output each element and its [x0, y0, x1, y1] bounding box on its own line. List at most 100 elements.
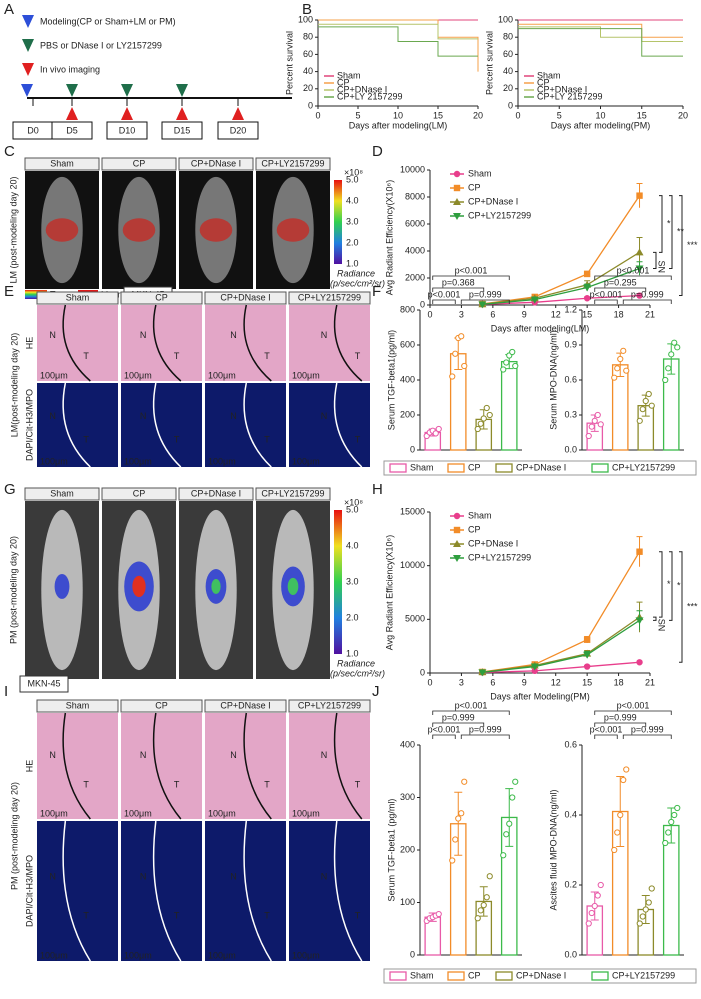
- legend-text: CP: [468, 970, 481, 980]
- y-tick-label: 0.4: [564, 809, 577, 819]
- data-point: [500, 366, 507, 373]
- y-tick-label: 200: [400, 409, 415, 419]
- y-tick-label: 400: [400, 374, 415, 384]
- y-tick-label: 80: [503, 32, 513, 42]
- day-box: [106, 121, 148, 140]
- he-tile: [205, 713, 286, 819]
- x-tick-label: 0: [427, 309, 432, 319]
- data-point: [668, 351, 675, 358]
- p-bracket: [594, 299, 618, 304]
- legend-frame: [383, 460, 697, 476]
- side-label: PM (post-modeling day 20): [9, 782, 19, 890]
- y-tick-label: 2000: [405, 272, 425, 282]
- data-point: [449, 373, 456, 380]
- panel-label: G: [4, 481, 16, 498]
- data-point: [474, 915, 481, 922]
- y-axis-title: Serum MPO-DNA(ng/ml): [548, 330, 558, 430]
- row-label: DAPI/Cit-H3/MPO: [24, 855, 34, 927]
- legend-text: CP: [537, 77, 550, 87]
- boundary: [333, 304, 363, 382]
- column-header: [24, 487, 100, 501]
- column-header: [204, 291, 287, 305]
- region-label: N: [321, 750, 328, 760]
- marker: [453, 526, 461, 534]
- data-point: [480, 902, 487, 909]
- data-point: [588, 909, 595, 917]
- triangle-icon: [121, 107, 133, 120]
- color-scale: [334, 510, 342, 654]
- legend-text: CP: [468, 182, 481, 192]
- data-point: [591, 902, 598, 910]
- data-point: [642, 397, 649, 405]
- scale-bar: 100μm: [124, 456, 152, 466]
- column-header: [255, 157, 331, 171]
- data-point: [594, 892, 601, 899]
- boundary: [62, 820, 91, 962]
- scale-tick: 5.0: [346, 174, 359, 184]
- marker: [453, 170, 461, 178]
- p-value: p=0.999: [631, 289, 664, 299]
- scale-bar: 100μm: [208, 950, 236, 960]
- scale-bar: 100μm: [208, 456, 236, 466]
- scale-bar: 100μm: [208, 808, 236, 818]
- significance-bracket: [669, 195, 673, 270]
- significance-label: *: [677, 580, 681, 590]
- x-tick-label: 18: [614, 677, 624, 687]
- y-tick-label: 5000: [405, 614, 425, 624]
- boundary: [152, 712, 182, 820]
- significance-bracket: [679, 551, 683, 663]
- column-title: Sham: [50, 488, 74, 498]
- x-tick-label: 5: [557, 110, 562, 120]
- marker: [636, 292, 643, 299]
- y-axis-title: Percent survival: [284, 31, 294, 95]
- y-tick-label: 0: [410, 444, 415, 454]
- x-tick-label: 12: [551, 309, 561, 319]
- region-label: T: [83, 351, 89, 361]
- legend-swatch: [447, 463, 465, 473]
- legend-text: CP+DNase I: [516, 462, 566, 472]
- column-header: [255, 487, 331, 501]
- p-bracket: [432, 287, 485, 292]
- column-title: CP: [155, 700, 168, 710]
- panel-label: J: [372, 683, 380, 700]
- region-label: N: [321, 330, 328, 340]
- panel-label: B: [302, 1, 312, 18]
- y-tick-label: 0.9: [564, 339, 577, 349]
- x-tick-label: 6: [490, 309, 495, 319]
- data-point: [662, 376, 669, 384]
- data-point: [639, 406, 646, 413]
- p-bracket: [622, 299, 672, 304]
- data-point: [480, 415, 487, 422]
- triangle-icon: [66, 107, 78, 120]
- region-label: N: [140, 871, 147, 881]
- panel-label: H: [372, 481, 383, 498]
- legend-text: CP+DNase I: [468, 196, 518, 206]
- he-tile: [37, 713, 118, 819]
- column-title: CP+LY2157299: [298, 292, 361, 302]
- series-line: [482, 619, 640, 674]
- side-label: LM (post-modeling day 20): [8, 176, 18, 283]
- p-bracket: [432, 275, 510, 280]
- if-tile: [289, 821, 370, 961]
- legend-frame: [383, 968, 697, 984]
- data-point: [477, 420, 484, 427]
- data-point: [668, 818, 675, 826]
- column-title: CP: [155, 292, 168, 302]
- legend-text: CP+LY2157299: [468, 210, 531, 220]
- y-tick-label: 400: [400, 739, 415, 749]
- marker: [635, 265, 644, 273]
- data-point: [594, 411, 601, 419]
- data-point: [509, 348, 516, 356]
- marker: [453, 512, 461, 520]
- column-header: [178, 157, 254, 171]
- data-point: [617, 355, 624, 363]
- p-value: p<0.001: [590, 724, 623, 734]
- series-line: [482, 294, 640, 305]
- scale-tick: 4.0: [346, 540, 359, 550]
- region-label: T: [83, 911, 89, 921]
- legend-text: Modeling(CP or Sham+LM or PM): [40, 16, 176, 26]
- triangle-icon: [22, 39, 34, 52]
- p-value: p<0.001: [617, 265, 650, 275]
- boundary: [333, 712, 363, 820]
